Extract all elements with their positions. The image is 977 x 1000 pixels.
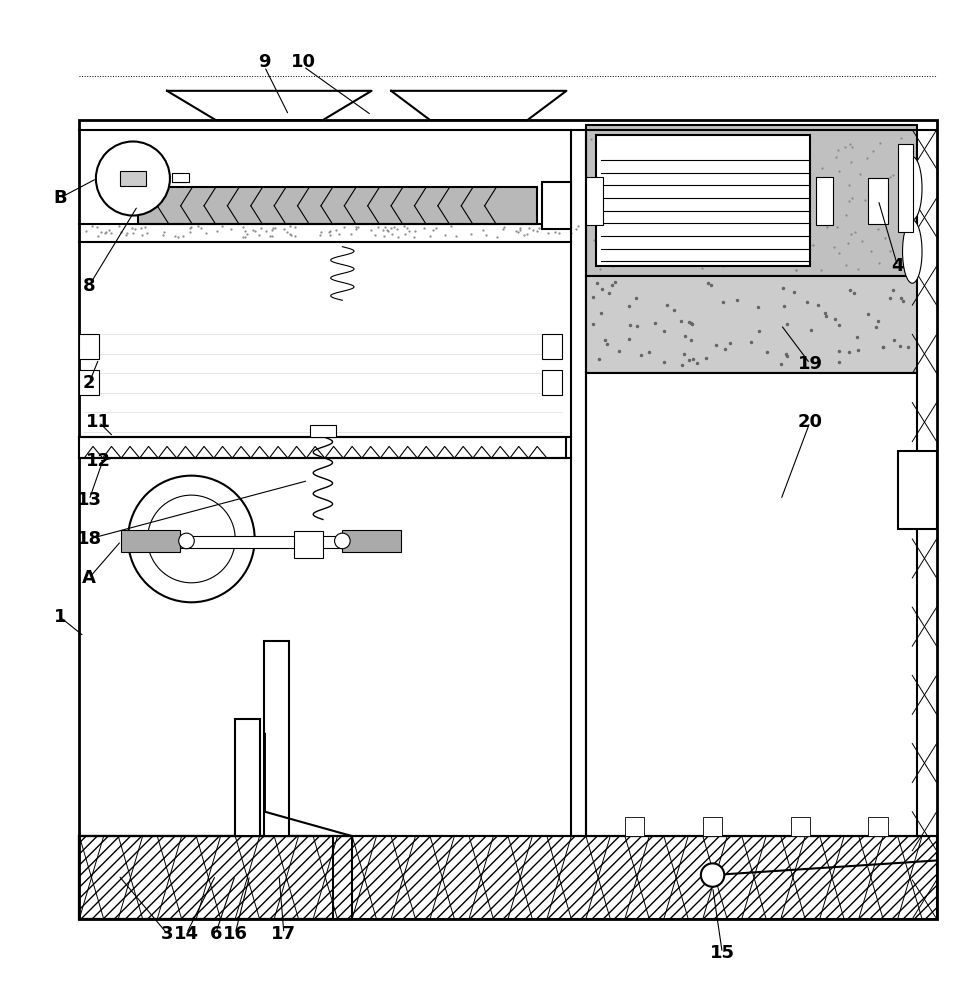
FancyBboxPatch shape bbox=[172, 173, 190, 182]
FancyBboxPatch shape bbox=[79, 120, 937, 919]
FancyBboxPatch shape bbox=[265, 641, 289, 836]
FancyBboxPatch shape bbox=[542, 182, 572, 229]
FancyBboxPatch shape bbox=[121, 530, 180, 552]
Text: 15: 15 bbox=[710, 944, 735, 962]
Text: 11: 11 bbox=[86, 413, 111, 431]
FancyBboxPatch shape bbox=[235, 719, 260, 836]
FancyBboxPatch shape bbox=[625, 817, 645, 836]
Ellipse shape bbox=[903, 157, 922, 220]
Text: 9: 9 bbox=[258, 53, 271, 71]
FancyBboxPatch shape bbox=[342, 530, 401, 552]
FancyBboxPatch shape bbox=[790, 817, 810, 836]
FancyBboxPatch shape bbox=[120, 171, 146, 186]
Text: 13: 13 bbox=[76, 491, 102, 509]
FancyBboxPatch shape bbox=[138, 187, 537, 224]
Ellipse shape bbox=[903, 220, 922, 283]
Circle shape bbox=[334, 533, 350, 549]
Polygon shape bbox=[167, 91, 371, 120]
FancyBboxPatch shape bbox=[542, 334, 562, 359]
Text: 10: 10 bbox=[291, 53, 316, 71]
Text: B: B bbox=[53, 189, 66, 207]
Text: 16: 16 bbox=[223, 925, 248, 943]
Text: A: A bbox=[82, 569, 96, 587]
Text: 6: 6 bbox=[209, 925, 222, 943]
Text: 20: 20 bbox=[797, 413, 823, 431]
FancyBboxPatch shape bbox=[702, 817, 722, 836]
FancyBboxPatch shape bbox=[311, 425, 335, 437]
Text: 2: 2 bbox=[83, 374, 96, 392]
FancyBboxPatch shape bbox=[596, 135, 810, 266]
Circle shape bbox=[128, 476, 255, 602]
Circle shape bbox=[148, 495, 235, 583]
Text: 19: 19 bbox=[797, 355, 823, 373]
Text: 14: 14 bbox=[174, 925, 199, 943]
FancyBboxPatch shape bbox=[79, 370, 99, 395]
Polygon shape bbox=[391, 91, 567, 120]
Text: 8: 8 bbox=[83, 277, 96, 295]
Circle shape bbox=[701, 863, 724, 887]
FancyBboxPatch shape bbox=[180, 536, 342, 548]
Text: 18: 18 bbox=[76, 530, 102, 548]
FancyBboxPatch shape bbox=[294, 531, 322, 558]
Text: 17: 17 bbox=[272, 925, 296, 943]
FancyBboxPatch shape bbox=[79, 334, 99, 359]
FancyBboxPatch shape bbox=[816, 177, 833, 225]
Text: 12: 12 bbox=[86, 452, 111, 470]
FancyBboxPatch shape bbox=[869, 178, 888, 224]
FancyBboxPatch shape bbox=[898, 144, 913, 232]
Text: 4: 4 bbox=[891, 257, 904, 275]
Circle shape bbox=[96, 141, 170, 216]
FancyBboxPatch shape bbox=[586, 177, 604, 225]
Text: 3: 3 bbox=[161, 925, 173, 943]
FancyBboxPatch shape bbox=[586, 276, 917, 373]
FancyBboxPatch shape bbox=[898, 451, 937, 529]
FancyBboxPatch shape bbox=[586, 373, 917, 836]
Text: 1: 1 bbox=[54, 608, 66, 626]
Circle shape bbox=[179, 533, 194, 549]
FancyBboxPatch shape bbox=[586, 125, 917, 276]
FancyBboxPatch shape bbox=[869, 817, 888, 836]
FancyBboxPatch shape bbox=[79, 437, 567, 458]
FancyBboxPatch shape bbox=[542, 370, 562, 395]
